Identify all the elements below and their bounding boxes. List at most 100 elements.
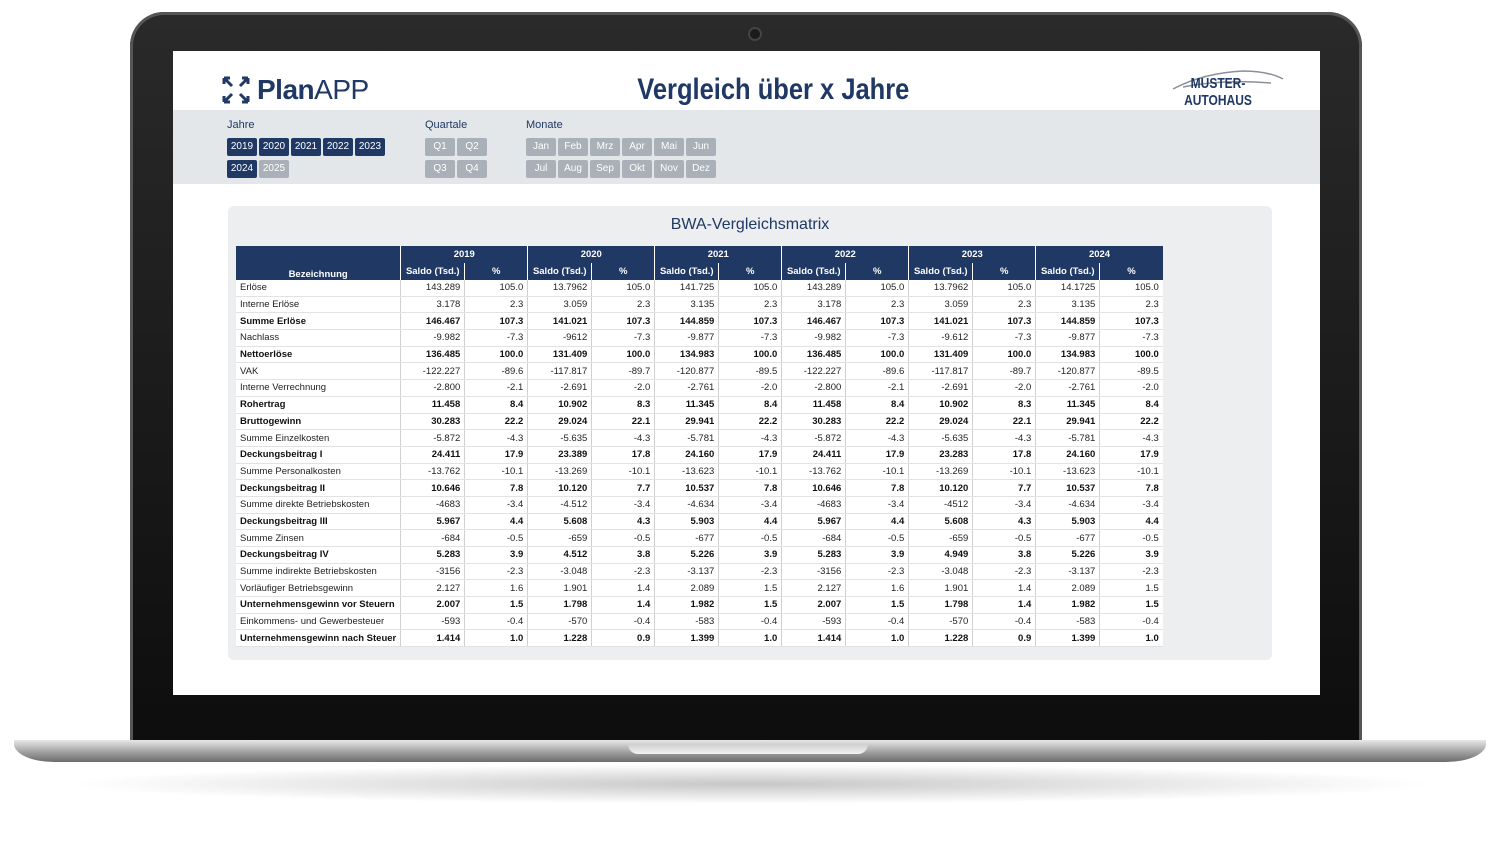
logo-part: APP bbox=[314, 74, 369, 105]
filter-button[interactable]: Mrz bbox=[590, 138, 620, 156]
cell: 1.5 bbox=[1099, 579, 1163, 598]
cell: -4683 bbox=[781, 496, 846, 514]
row-label: Unternehmensgewinn vor Steuern bbox=[236, 596, 401, 614]
camera bbox=[748, 27, 762, 41]
cell: 1.399 bbox=[654, 629, 719, 648]
table-row: Vorläufiger Betriebsgewinn 2.127 1.6 1.901 1… bbox=[236, 579, 1163, 598]
cell: 3.9 bbox=[718, 546, 782, 564]
cell: 22.1 bbox=[591, 413, 655, 431]
cell: -5.781 bbox=[1035, 429, 1100, 447]
cell: 100.0 bbox=[972, 346, 1036, 364]
filter-button[interactable]: 2023 bbox=[355, 138, 385, 156]
cell: -2.3 bbox=[845, 563, 909, 581]
row-label: Summe Zinsen bbox=[236, 529, 401, 547]
table-row: Summe Einzelkosten -5.872 -4.3 -5.635 -4.3 -5… bbox=[236, 429, 1163, 447]
row-label: Interne Erlöse bbox=[236, 296, 401, 314]
cell: 29.941 bbox=[1035, 413, 1100, 431]
cell: -2.1 bbox=[845, 379, 909, 397]
sub-header: % bbox=[972, 263, 1036, 280]
cell: -659 bbox=[908, 529, 973, 547]
cell: -9612 bbox=[527, 329, 592, 347]
row-label: Unternehmensgewinn nach Steuer bbox=[236, 629, 401, 648]
cell: 24.160 bbox=[1035, 446, 1100, 464]
cell: 141.021 bbox=[527, 312, 592, 331]
logo-icon bbox=[222, 76, 250, 104]
cell: -3.048 bbox=[908, 563, 973, 581]
cell: 7.8 bbox=[1099, 479, 1163, 497]
cell: 1.4 bbox=[972, 579, 1036, 598]
cell: -13.762 bbox=[781, 463, 846, 481]
filter-button[interactable]: Jul bbox=[526, 160, 556, 178]
cell: 11.458 bbox=[400, 396, 465, 414]
cell: 100.0 bbox=[1099, 346, 1163, 364]
cell: -10.1 bbox=[591, 463, 655, 481]
row-label: Deckungsbeitrag I bbox=[236, 446, 401, 464]
cell: -122.227 bbox=[400, 362, 465, 381]
table-row: Bruttogewinn 30.283 22.2 29.024 22.1 29.941 22… bbox=[236, 413, 1163, 431]
cell: -7.3 bbox=[1099, 329, 1163, 347]
cell: 1.4 bbox=[972, 596, 1036, 614]
row-label: Interne Verrechnung bbox=[236, 379, 401, 397]
cell: -89.7 bbox=[972, 362, 1036, 381]
cell: 3.059 bbox=[527, 296, 592, 314]
cell: -0.5 bbox=[1099, 529, 1163, 547]
year-header: 2024 bbox=[1035, 246, 1163, 263]
cell: -570 bbox=[908, 613, 973, 631]
cell: -0.5 bbox=[718, 529, 782, 547]
cell: 1.5 bbox=[1099, 596, 1163, 614]
filter-button[interactable]: Q1 bbox=[425, 138, 455, 156]
cell: 134.983 bbox=[1035, 346, 1100, 364]
table-row: Unternehmensgewinn nach Steuer 1.414 1.0 1.… bbox=[236, 629, 1163, 648]
filter-button[interactable]: Dez bbox=[686, 160, 716, 178]
cell: -89.5 bbox=[1099, 362, 1163, 381]
cell: 136.485 bbox=[400, 346, 465, 364]
filter-button[interactable]: 2024 bbox=[227, 160, 257, 178]
filter-button[interactable]: Q2 bbox=[457, 138, 487, 156]
filter-button[interactable]: Mai bbox=[654, 138, 684, 156]
cell: -4.3 bbox=[464, 429, 528, 447]
table-row: VAK -122.227 -89.6 -117.817 -89.7 -120.877 -89… bbox=[236, 362, 1163, 381]
filter-button[interactable]: Feb bbox=[558, 138, 588, 156]
cell: 7.7 bbox=[591, 479, 655, 497]
cell: 143.289 bbox=[400, 280, 465, 297]
filter-button[interactable]: 2019 bbox=[227, 138, 257, 156]
cell: 2.007 bbox=[781, 596, 846, 614]
filter-button[interactable]: 2021 bbox=[291, 138, 321, 156]
cell: -2.3 bbox=[464, 563, 528, 581]
year-header: 2021 bbox=[654, 246, 782, 263]
header-row: Saldo (Tsd.)% Saldo (Tsd.)% Saldo (Tsd.)% S… bbox=[236, 263, 1163, 280]
cell: -7.3 bbox=[591, 329, 655, 347]
cell: 0.9 bbox=[591, 629, 655, 648]
cell: -2.3 bbox=[718, 563, 782, 581]
row-label: Bruttogewinn bbox=[236, 413, 401, 431]
cell: 23.283 bbox=[908, 446, 973, 464]
cell: -2.761 bbox=[654, 379, 719, 397]
cell: 3.178 bbox=[400, 296, 465, 314]
screen: PlanAPP Vergleich über x Jahre MUSTER-AU… bbox=[173, 51, 1320, 695]
cell: 146.467 bbox=[400, 312, 465, 331]
cell: -3.4 bbox=[464, 496, 528, 514]
filter-button[interactable]: Nov bbox=[654, 160, 684, 178]
cell: 10.646 bbox=[781, 479, 846, 497]
filter-button[interactable]: Jun bbox=[686, 138, 716, 156]
cell: 10.902 bbox=[527, 396, 592, 414]
filter-button[interactable]: Q3 bbox=[425, 160, 455, 178]
table-row: Nachlass -9.982 -7.3 -9612 -7.3 -9.877 -7.3 -9.… bbox=[236, 329, 1163, 347]
cell: -593 bbox=[781, 613, 846, 631]
cell: 8.4 bbox=[1099, 396, 1163, 414]
filter-button[interactable]: 2022 bbox=[323, 138, 353, 156]
filter-button[interactable]: 2025 bbox=[259, 160, 289, 178]
filter-button[interactable]: Okt bbox=[622, 160, 652, 178]
filter-button[interactable]: Sep bbox=[590, 160, 620, 178]
cell: -0.4 bbox=[845, 613, 909, 631]
year-header: 2023 bbox=[908, 246, 1036, 263]
filter-button[interactable]: 2020 bbox=[259, 138, 289, 156]
table-row: Summe direkte Betriebskosten -4683 -3.4 -4.… bbox=[236, 496, 1163, 514]
filter-button[interactable]: Jan bbox=[526, 138, 556, 156]
cell: 2.089 bbox=[1035, 579, 1100, 598]
filter-button[interactable]: Q4 bbox=[457, 160, 487, 178]
filter-button[interactable]: Apr bbox=[622, 138, 652, 156]
sub-header: % bbox=[1099, 263, 1163, 280]
cell: -4.634 bbox=[1035, 496, 1100, 514]
filter-button[interactable]: Aug bbox=[558, 160, 588, 178]
